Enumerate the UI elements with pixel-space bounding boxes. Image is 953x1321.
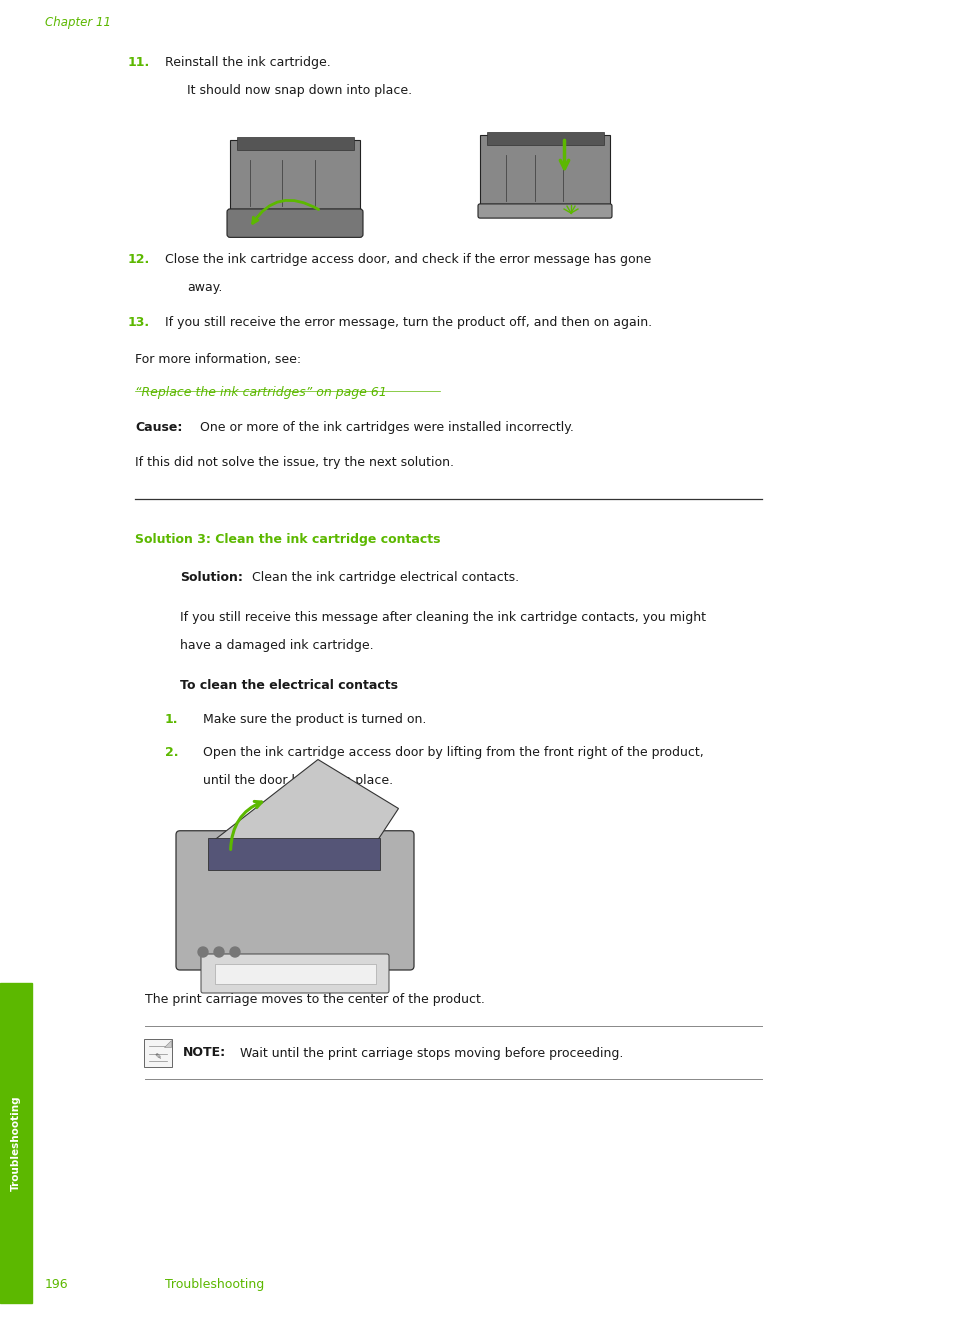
- Text: To clean the electrical contacts: To clean the electrical contacts: [180, 679, 397, 692]
- Text: 12.: 12.: [128, 254, 150, 266]
- Text: Make sure the product is turned on.: Make sure the product is turned on.: [203, 713, 426, 727]
- Text: Close the ink cartridge access door, and check if the error message has gone: Close the ink cartridge access door, and…: [165, 254, 651, 266]
- Text: Open the ink cartridge access door by lifting from the front right of the produc: Open the ink cartridge access door by li…: [203, 746, 703, 760]
- Text: Clean the ink cartridge electrical contacts.: Clean the ink cartridge electrical conta…: [252, 571, 518, 584]
- Bar: [214, 964, 375, 984]
- Text: “Replace the ink cartridges” on page 61: “Replace the ink cartridges” on page 61: [135, 386, 387, 399]
- Circle shape: [213, 947, 224, 956]
- Bar: [208, 839, 379, 869]
- Bar: [236, 137, 354, 149]
- Bar: [479, 135, 609, 211]
- Text: If you still receive this message after cleaning the ink cartridge contacts, you: If you still receive this message after …: [180, 612, 705, 624]
- Text: have a damaged ink cartridge.: have a damaged ink cartridge.: [180, 639, 374, 653]
- Text: Solution 3: Clean the ink cartridge contacts: Solution 3: Clean the ink cartridge cont…: [135, 532, 440, 546]
- Text: It should now snap down into place.: It should now snap down into place.: [187, 85, 412, 96]
- FancyBboxPatch shape: [201, 954, 389, 993]
- Bar: [230, 140, 359, 217]
- Text: Chapter 11: Chapter 11: [45, 16, 111, 29]
- FancyBboxPatch shape: [227, 209, 363, 238]
- Bar: [486, 132, 603, 145]
- Text: One or more of the ink cartridges were installed incorrectly.: One or more of the ink cartridges were i…: [200, 421, 574, 435]
- FancyBboxPatch shape: [175, 831, 414, 970]
- Bar: [0, 983, 32, 1303]
- Circle shape: [230, 947, 240, 956]
- Text: 13.: 13.: [128, 316, 150, 329]
- Circle shape: [198, 947, 208, 956]
- Text: 2.: 2.: [165, 746, 178, 760]
- Text: If this did not solve the issue, try the next solution.: If this did not solve the issue, try the…: [135, 456, 454, 469]
- Text: Solution:: Solution:: [180, 571, 243, 584]
- Text: Wait until the print carriage stops moving before proceeding.: Wait until the print carriage stops movi…: [240, 1046, 622, 1059]
- Text: 11.: 11.: [128, 55, 150, 69]
- Polygon shape: [164, 1040, 171, 1048]
- Polygon shape: [214, 760, 398, 844]
- Text: Troubleshooting: Troubleshooting: [165, 1277, 264, 1291]
- Text: until the door locks into place.: until the door locks into place.: [203, 774, 393, 787]
- Text: 1.: 1.: [165, 713, 178, 727]
- Text: Cause:: Cause:: [135, 421, 182, 435]
- FancyBboxPatch shape: [477, 203, 612, 218]
- Text: If you still receive the error message, turn the product off, and then on again.: If you still receive the error message, …: [165, 316, 652, 329]
- Text: NOTE:: NOTE:: [183, 1046, 226, 1059]
- Text: Reinstall the ink cartridge.: Reinstall the ink cartridge.: [165, 55, 331, 69]
- FancyBboxPatch shape: [144, 1040, 172, 1067]
- Text: away.: away.: [187, 281, 222, 295]
- Text: For more information, see:: For more information, see:: [135, 353, 301, 366]
- Text: ✎: ✎: [154, 1053, 161, 1062]
- Text: 196: 196: [45, 1277, 69, 1291]
- Text: Troubleshooting: Troubleshooting: [11, 1095, 21, 1190]
- Text: The print carriage moves to the center of the product.: The print carriage moves to the center o…: [145, 993, 484, 1007]
